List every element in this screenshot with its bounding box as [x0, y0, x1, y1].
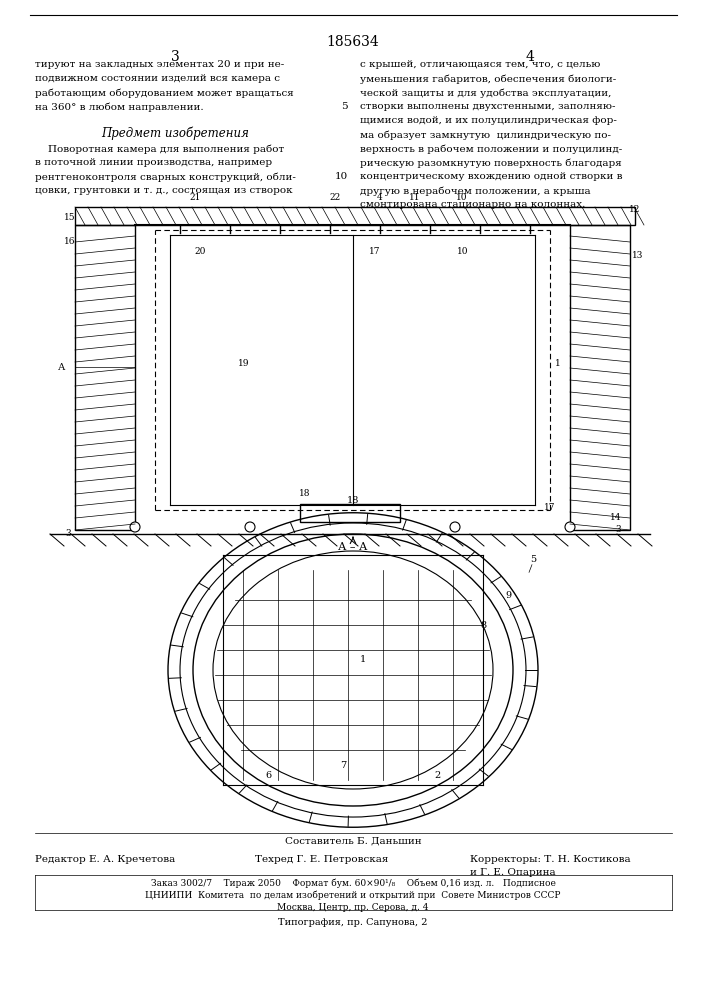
- Text: 4: 4: [377, 194, 383, 202]
- Text: 5: 5: [530, 556, 536, 564]
- Text: цовки, грунтовки и т. д., состоящая из створок: цовки, грунтовки и т. д., состоящая из с…: [35, 186, 293, 195]
- Text: 7: 7: [340, 760, 346, 770]
- Text: Составитель Б. Даньшин: Составитель Б. Даньшин: [285, 837, 421, 846]
- Text: на 360° в любом направлении.: на 360° в любом направлении.: [35, 102, 204, 111]
- Text: рическую разомкнутую поверхность благодаря: рическую разомкнутую поверхность благода…: [360, 158, 621, 167]
- Text: 18: 18: [299, 488, 311, 497]
- Text: 5: 5: [341, 102, 348, 111]
- Text: концентрическому вхождению одной створки в: концентрическому вхождению одной створки…: [360, 172, 622, 181]
- Text: 3: 3: [65, 528, 71, 538]
- Text: 185634: 185634: [327, 35, 380, 49]
- Bar: [570, 225, 630, 530]
- Text: смонтирована стационарно на колоннах.: смонтирована стационарно на колоннах.: [360, 200, 585, 209]
- Text: тируют на закладных элементах 20 и при не-: тируют на закладных элементах 20 и при н…: [35, 60, 284, 69]
- Text: Редактор Е. А. Кречетова: Редактор Е. А. Кречетова: [35, 855, 175, 864]
- Text: и Г. Е. Опарина: и Г. Е. Опарина: [470, 868, 556, 877]
- Text: 14: 14: [610, 512, 621, 522]
- Text: ЦНИИПИ  Комитета  по делам изобретений и открытий при  Совете Министров СССР: ЦНИИПИ Комитета по делам изобретений и о…: [145, 891, 561, 900]
- Circle shape: [450, 522, 460, 532]
- Text: 11: 11: [409, 194, 421, 202]
- Circle shape: [130, 522, 140, 532]
- Text: 1: 1: [555, 359, 561, 367]
- Text: 8: 8: [480, 620, 486, 630]
- Text: ма образует замкнутую  цилиндрическую по-: ма образует замкнутую цилиндрическую по-: [360, 130, 611, 139]
- Text: 10: 10: [334, 172, 348, 181]
- Text: работающим оборудованием может вращаться: работающим оборудованием может вращаться: [35, 88, 293, 98]
- Bar: [75, 225, 135, 530]
- Circle shape: [245, 522, 255, 532]
- Text: 18: 18: [347, 496, 359, 505]
- Text: Техред Г. Е. Петровская: Техред Г. Е. Петровская: [255, 855, 388, 864]
- Text: другую в нерабочем положении, а крыша: другую в нерабочем положении, а крыша: [360, 186, 590, 196]
- Bar: [300, 504, 400, 522]
- Text: створки выполнены двухстенными, заполняю-: створки выполнены двухстенными, заполняю…: [360, 102, 616, 111]
- Text: 21: 21: [189, 194, 201, 202]
- Text: 10: 10: [456, 194, 468, 202]
- Text: 19: 19: [238, 359, 250, 367]
- Text: рентгеноконтроля сварных конструкций, обли-: рентгеноконтроля сварных конструкций, об…: [35, 172, 296, 182]
- Text: Типография, пр. Сапунова, 2: Типография, пр. Сапунова, 2: [279, 918, 428, 927]
- Text: 9: 9: [505, 590, 511, 599]
- Text: верхность в рабочем положении и полуцилинд-: верхность в рабочем положении и полуцили…: [360, 144, 622, 153]
- Text: подвижном состоянии изделий вся камера с: подвижном состоянии изделий вся камера с: [35, 74, 280, 83]
- Text: 17: 17: [369, 247, 381, 256]
- Bar: [75, 207, 635, 225]
- Text: 13: 13: [632, 250, 643, 259]
- Text: 16: 16: [64, 237, 76, 246]
- Text: уменьшения габаритов, обеспечения биологи-: уменьшения габаритов, обеспечения биолог…: [360, 74, 617, 84]
- Text: в поточной линии производства, например: в поточной линии производства, например: [35, 158, 272, 167]
- Text: А – А: А – А: [339, 542, 368, 552]
- Text: Москва, Центр, пр. Серова, д. 4: Москва, Центр, пр. Серова, д. 4: [277, 903, 428, 912]
- Text: Корректоры: Т. Н. Костикова: Корректоры: Т. Н. Костикова: [470, 855, 631, 864]
- Text: 17: 17: [544, 502, 556, 512]
- Text: ческой защиты и для удобства эксплуатации,: ческой защиты и для удобства эксплуатаци…: [360, 88, 612, 98]
- Circle shape: [565, 522, 575, 532]
- Text: 12: 12: [629, 206, 641, 215]
- Text: 15: 15: [64, 214, 76, 223]
- Text: щимися водой, и их полуцилиндрическая фор-: щимися водой, и их полуцилиндрическая фо…: [360, 116, 617, 125]
- Text: Заказ 3002/7    Тираж 2050    Формат бум. 60×90¹/₈    Объем 0,16 изд. л.   Подпи: Заказ 3002/7 Тираж 2050 Формат бум. 60×9…: [151, 878, 556, 888]
- Text: 10: 10: [457, 247, 469, 256]
- Text: Поворотная камера для выполнения работ: Поворотная камера для выполнения работ: [35, 144, 284, 153]
- Text: 22: 22: [329, 194, 341, 202]
- Text: 3: 3: [170, 50, 180, 64]
- Text: 2: 2: [435, 770, 441, 780]
- Text: Предмет изобретения: Предмет изобретения: [101, 126, 249, 139]
- Text: 3: 3: [615, 526, 621, 534]
- Text: с крышей, отличающаяся тем, что, с целью: с крышей, отличающаяся тем, что, с целью: [360, 60, 600, 69]
- Text: 6: 6: [265, 770, 271, 780]
- Text: 20: 20: [194, 247, 206, 256]
- Text: 4: 4: [525, 50, 534, 64]
- Text: 1: 1: [360, 656, 366, 664]
- Text: А: А: [58, 362, 66, 371]
